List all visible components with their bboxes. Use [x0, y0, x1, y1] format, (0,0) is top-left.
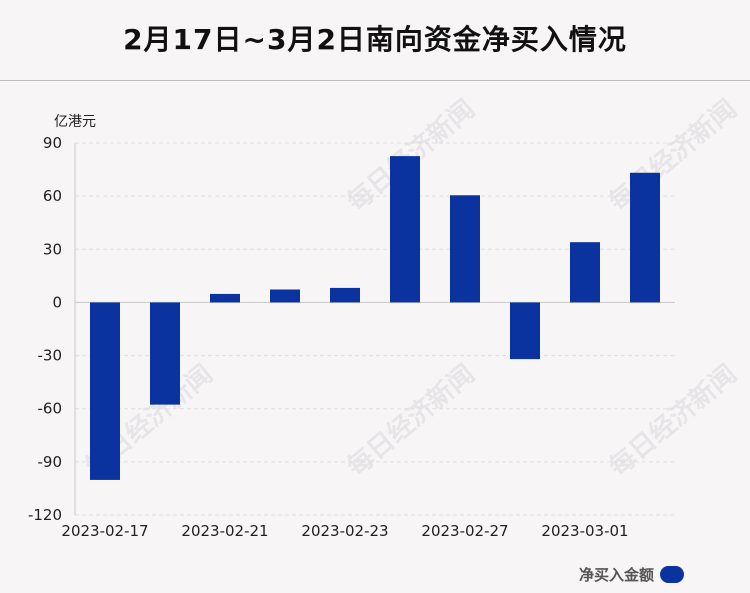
legend-label: 净买入金额: [578, 566, 654, 584]
legend: 净买入金额: [579, 564, 684, 585]
bar: [570, 242, 600, 303]
y-tick-label: -90: [38, 453, 63, 471]
y-tick-label: -120: [28, 506, 62, 524]
y-axis-ticks: 90 60 30 0 -30 -60 -90 -120: [28, 134, 62, 524]
x-axis-ticks: 2023-02-17 2023-02-21 2023-02-23 2023-02-27…: [61, 522, 628, 540]
y-tick-label: 60: [43, 187, 62, 205]
y-tick-label: -30: [38, 347, 63, 365]
bars: [90, 156, 660, 480]
bar: [90, 302, 120, 480]
bar: [330, 287, 360, 303]
legend-swatch: [660, 566, 684, 583]
bar: [450, 195, 480, 303]
y-tick-label: 90: [43, 134, 62, 152]
x-tick-label: 2023-02-27: [421, 522, 508, 540]
bar: [150, 302, 180, 405]
y-tick-label: 30: [43, 240, 62, 258]
chart-title: 2月17日~3月2日南向资金净买入情况: [123, 23, 627, 56]
bar: [270, 289, 300, 303]
bar: [510, 302, 540, 360]
x-tick-label: 2023-02-21: [181, 522, 268, 540]
y-tick-label: -60: [38, 400, 63, 418]
title-divider: [0, 80, 750, 81]
bar: [210, 293, 240, 303]
y-axis-unit-label: 亿港元: [54, 114, 96, 130]
x-tick-label: 2023-03-01: [541, 522, 628, 540]
x-tick-label: 2023-02-23: [301, 522, 388, 540]
bar: [630, 172, 660, 303]
x-tick-label: 2023-02-17: [61, 522, 148, 540]
bar: [390, 156, 420, 303]
y-tick-label: 0: [52, 293, 62, 311]
